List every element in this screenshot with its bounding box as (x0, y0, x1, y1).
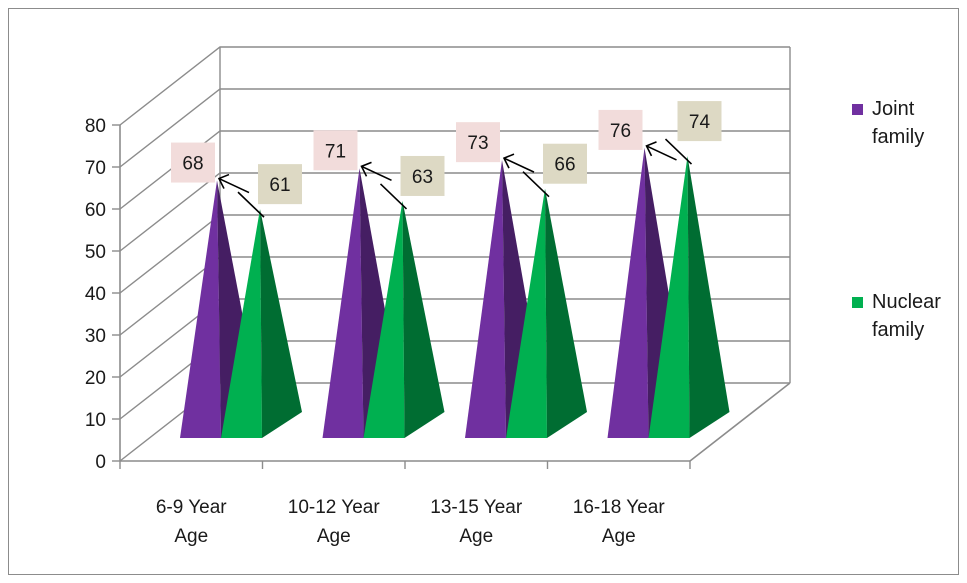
callout-arrowhead (645, 141, 657, 157)
pyramid-side-face (545, 188, 587, 438)
data-label-box (543, 143, 587, 184)
legend-swatch (852, 104, 863, 115)
data-label-joint-2: 71 (313, 130, 392, 182)
data-label-nuclear-2: 63 (379, 155, 445, 210)
pyramid-bars (180, 147, 730, 439)
pyramid-nuclear-4 (648, 156, 730, 438)
data-label-box (400, 155, 445, 196)
data-label-value: 66 (554, 155, 575, 176)
pyramid-nuclear-3 (506, 188, 587, 438)
pyramid-side-face (687, 156, 730, 438)
legend-item-joint: Joint family (852, 98, 924, 148)
chart-axes (112, 124, 791, 469)
data-label-value: 73 (467, 133, 488, 154)
data-label-nuclear-4: 74 (664, 101, 722, 165)
callout-line (646, 145, 677, 161)
data-label-box (456, 122, 500, 163)
data-label-box (258, 164, 302, 205)
x-axis-category-labels: 6-9 Year Age 10-12 Year Age 13-15 Year Age 16-… (156, 497, 666, 547)
data-label-box (171, 142, 215, 183)
x-category-label: 13-15 Year Age (430, 497, 523, 547)
pyramid-front-face (363, 200, 405, 438)
data-label-box (598, 109, 643, 150)
y-tick-label: 10 (85, 410, 106, 431)
callout-line (664, 138, 693, 165)
y-tick-label: 0 (95, 452, 106, 473)
pyramid-front-face (180, 180, 221, 438)
y-tick-label: 50 (85, 242, 106, 263)
data-label-joint-1: 68 (171, 142, 250, 194)
callout-line (237, 191, 265, 218)
data-label-joint-3: 73 (456, 122, 535, 173)
data-labels: 68 61 71 63 73 66 76 74 (171, 101, 722, 218)
pyramid-front-face (607, 147, 649, 439)
data-label-value: 63 (412, 167, 433, 188)
y-tick-label: 70 (85, 158, 106, 179)
pyramid-front-face (221, 209, 262, 438)
x-category-label: 16-18 Year Age (573, 497, 666, 547)
callout-line (522, 171, 550, 198)
y-tick-label: 40 (85, 284, 106, 305)
callout-line (218, 177, 250, 194)
pyramid-nuclear-2 (363, 200, 445, 438)
legend-swatch (852, 297, 863, 308)
callout-line (379, 183, 408, 210)
callout-line (503, 157, 535, 173)
data-label-value: 71 (325, 141, 346, 162)
data-label-value: 74 (689, 112, 711, 133)
callout-arrowhead (217, 173, 230, 189)
legend-item-nuclear: Nuclear family (852, 291, 941, 341)
data-label-value: 76 (610, 121, 631, 142)
callout-arrowhead (360, 161, 372, 177)
pyramid-side-face (402, 200, 445, 438)
data-label-box (677, 101, 722, 142)
pyramid-front-face (465, 160, 506, 438)
callout-line (361, 165, 392, 182)
data-label-value: 68 (182, 154, 203, 175)
pyramid-front-face (648, 156, 690, 438)
legend: Joint family Nuclear family (852, 98, 941, 341)
data-label-nuclear-1: 61 (237, 164, 302, 218)
data-label-joint-4: 76 (598, 109, 677, 161)
legend-label: Joint family (872, 98, 924, 148)
y-tick-label: 60 (85, 200, 106, 221)
pyramid-nuclear-1 (221, 209, 302, 438)
y-tick-label: 80 (85, 116, 106, 137)
callout-arrowhead (502, 153, 515, 169)
y-axis-tick-labels: 0 10 20 30 40 50 60 70 80 (85, 116, 106, 473)
pyramid-front-face (322, 168, 364, 438)
x-category-label: 6-9 Year Age (156, 497, 227, 547)
pyramid-front-face (506, 188, 547, 438)
y-tick-label: 20 (85, 368, 106, 389)
x-category-label: 10-12 Year Age (288, 497, 381, 547)
legend-label: Nuclear family (872, 291, 941, 341)
data-label-nuclear-3: 66 (522, 143, 587, 198)
pyramid-side-face (260, 209, 302, 438)
data-label-box (313, 130, 358, 171)
y-tick-label: 30 (85, 326, 106, 347)
data-label-value: 61 (269, 175, 290, 196)
floor-right-edge (689, 382, 791, 462)
